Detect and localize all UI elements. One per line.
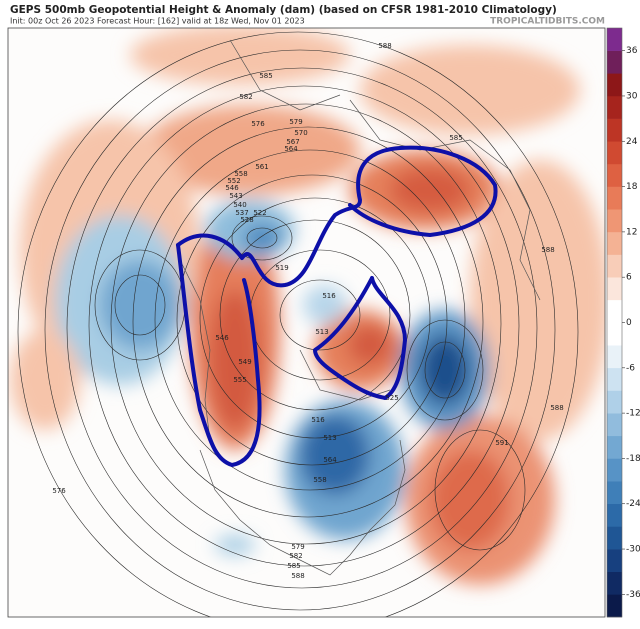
colorbar-swatch: [607, 503, 622, 527]
contour-label: 528: [240, 216, 253, 224]
colorbar-swatch: [607, 571, 622, 595]
colorbar-swatch: [607, 299, 622, 323]
contour-label: 513: [323, 434, 336, 442]
colorbar-tick-label: 6: [626, 273, 632, 283]
colorbar-swatch: [607, 28, 622, 51]
contour-label: 546: [215, 334, 229, 342]
colorbar-swatch: [607, 73, 622, 97]
contour-label: 588: [550, 404, 563, 412]
colorbar-swatch: [607, 435, 622, 459]
colorbar-swatch: [607, 367, 622, 391]
contour-label: 579: [291, 543, 304, 551]
colorbar-swatch: [607, 163, 622, 187]
contour-label: 588: [541, 246, 554, 254]
contour-label: 564: [323, 456, 337, 464]
contour-label: 585: [259, 72, 272, 80]
colorbar-swatch: [607, 413, 622, 437]
colorbar-tick-label: -30: [626, 545, 640, 555]
contour-label: 555: [233, 376, 246, 384]
colorbar-swatch: [607, 231, 622, 255]
colorbar-tick-label: -36: [626, 590, 640, 600]
contour-label: 588: [291, 572, 304, 580]
colorbar-swatch: [607, 458, 622, 482]
contour-label: 513: [315, 328, 328, 336]
colorbar-tick-label: -12: [626, 409, 640, 419]
colorbar-swatch: [607, 95, 622, 119]
colorbar-swatch: [607, 594, 622, 618]
colorbar-swatch: [607, 50, 622, 74]
colorbar-tick-label: 0: [626, 318, 632, 328]
contour-label: 558: [313, 476, 326, 484]
contour-label: 537: [235, 209, 248, 217]
map: [8, 28, 605, 617]
contour-label: 579: [289, 118, 302, 126]
contour-label: 585: [449, 134, 462, 142]
colorbar: 36 30 24 18 12 6 0 -6 -12 -18 -24 -30 -36: [606, 27, 640, 618]
colorbar-swatch: [607, 549, 622, 572]
contour-label: 567: [286, 138, 299, 146]
annotation-loops: [176, 145, 498, 467]
colorbar-swatch: [607, 254, 622, 278]
contour-label: 576: [251, 120, 265, 128]
colorbar-tick-label: -18: [626, 454, 640, 464]
colorbar-swatch: [607, 277, 622, 301]
contour-label: 516: [311, 416, 325, 424]
colorbar-tick-label: -6: [626, 363, 635, 373]
colorbar-swatch: [607, 186, 622, 210]
contour-label: 591: [495, 439, 508, 447]
contour-label: 543: [229, 192, 242, 200]
colorbar-tick-label: 12: [626, 227, 637, 237]
contour-label: 552: [227, 177, 240, 185]
site-label: TROPICALTIDBITS.COM: [490, 17, 605, 27]
colorbar-tick-label: 30: [626, 91, 638, 101]
colorbar-swatch: [607, 526, 622, 550]
colorbar-swatch: [607, 345, 622, 369]
contour-label: 570: [294, 129, 307, 137]
colorbar-swatch: [607, 209, 622, 233]
contour-label: 525: [385, 394, 398, 402]
colorbar-swatch: [607, 118, 622, 142]
colorbar-tick-label: 18: [626, 182, 638, 192]
contour-label: 546: [225, 184, 239, 192]
colorbar-tick-label: 24: [626, 137, 638, 147]
contour-label: 522: [253, 209, 266, 217]
contour-label: 582: [289, 552, 302, 560]
contour-label: 519: [275, 264, 288, 272]
contour-label: 561: [255, 163, 268, 171]
contour-label: 540: [233, 201, 246, 209]
colorbar-tick-label: -24: [626, 499, 640, 509]
contour-label: 576: [52, 487, 66, 495]
coastlines: [179, 39, 541, 576]
contour-label: 558: [234, 170, 247, 178]
contour-label: 549: [238, 358, 251, 366]
contour-label: 588: [378, 42, 391, 50]
colorbar-swatch: [607, 141, 622, 165]
colorbar-tick-label: 36: [626, 46, 638, 56]
contour-label: 516: [322, 292, 336, 300]
contour-label: 564: [284, 145, 298, 153]
colorbar-swatch: [607, 322, 622, 346]
contour-label: 582: [239, 93, 252, 101]
map-subtitle: Init: 00z Oct 26 2023 Forecast Hour: [16…: [10, 17, 305, 26]
colorbar-swatch: [607, 390, 622, 414]
colorbar-swatch: [607, 481, 622, 505]
map-frame: [7, 27, 606, 618]
height-contours: [17, 31, 579, 617]
map-title: GEPS 500mb Geopotential Height & Anomaly…: [10, 4, 557, 16]
contour-label: 585: [287, 562, 300, 570]
